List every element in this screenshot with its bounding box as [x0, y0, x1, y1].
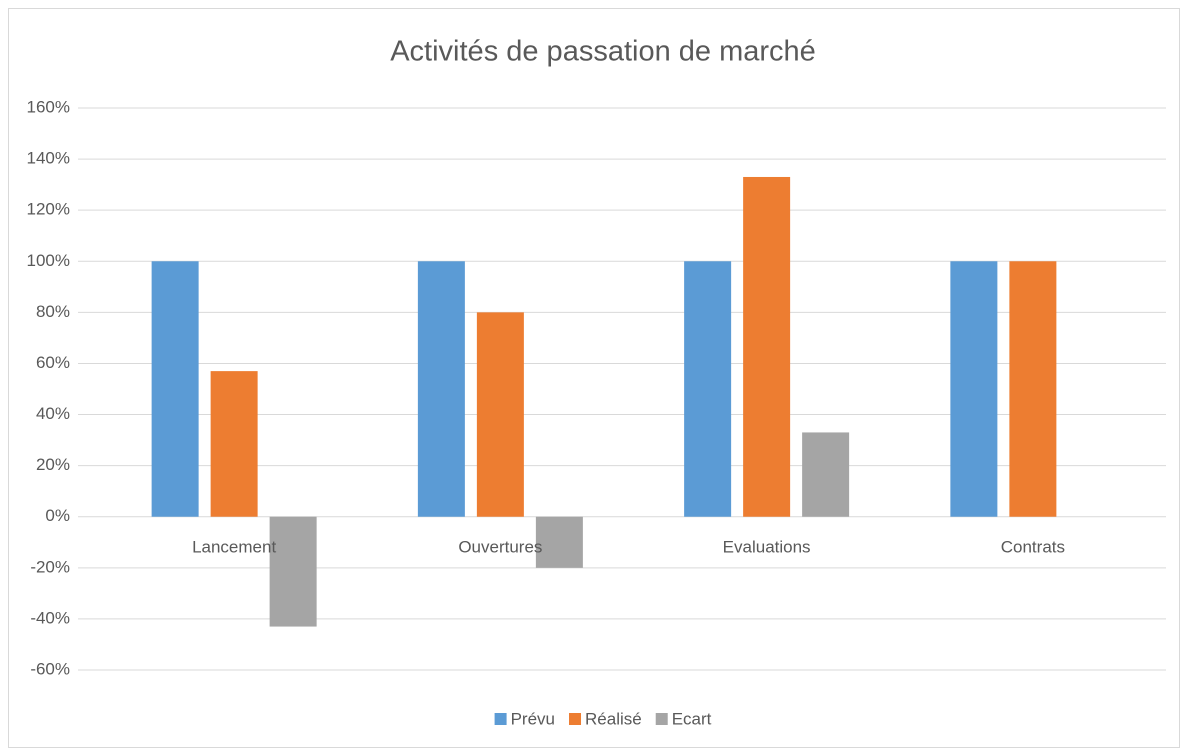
bar — [476, 312, 524, 517]
y-tick-label: -60% — [30, 659, 70, 678]
y-tick-label: 40% — [36, 404, 70, 423]
bar — [535, 516, 583, 568]
bar — [743, 176, 791, 517]
chart-title: Activités de passation de marché — [390, 36, 816, 68]
y-tick-label: 120% — [27, 200, 70, 219]
bar — [269, 516, 317, 627]
bar — [950, 261, 998, 517]
legend-swatch — [655, 713, 668, 725]
x-tick-label: Lancement — [192, 537, 276, 556]
legend-swatch — [494, 713, 507, 725]
y-tick-label: 140% — [27, 149, 70, 168]
legend-label: Réalisé — [585, 709, 642, 728]
bar — [151, 261, 199, 517]
bar — [210, 371, 258, 517]
y-tick-label: 20% — [36, 455, 70, 474]
y-tick-label: -40% — [30, 608, 70, 627]
bar — [417, 261, 465, 517]
legend-swatch — [569, 713, 582, 725]
bar — [1009, 261, 1057, 517]
y-tick-label: -20% — [30, 557, 70, 576]
y-tick-label: 80% — [36, 302, 70, 321]
x-tick-label: Ouvertures — [458, 537, 542, 556]
x-tick-label: Contrats — [1001, 537, 1065, 556]
bar — [684, 261, 732, 517]
y-tick-label: 60% — [36, 353, 70, 372]
y-tick-label: 0% — [45, 506, 70, 525]
y-tick-label: 160% — [27, 97, 70, 116]
legend-label: Prévu — [511, 709, 555, 728]
bar — [802, 432, 850, 517]
x-tick-label: Evaluations — [723, 537, 811, 556]
y-tick-label: 100% — [27, 251, 70, 270]
legend-label: Ecart — [672, 709, 712, 728]
